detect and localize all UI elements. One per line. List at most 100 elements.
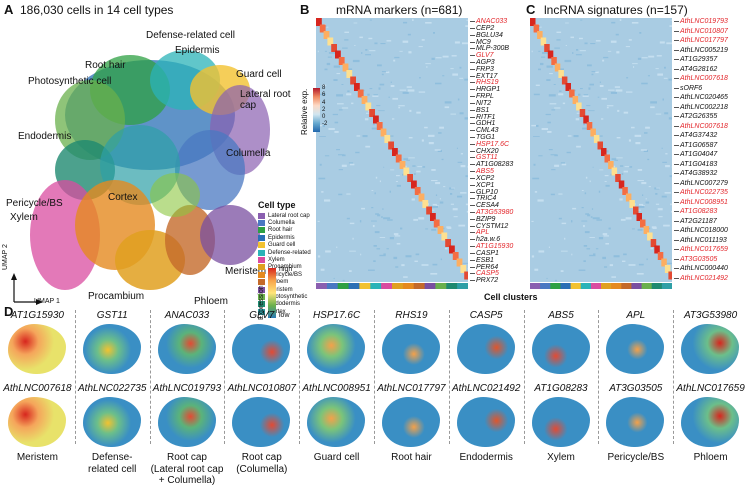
legend-swatch (258, 220, 265, 227)
gene-tick (674, 211, 679, 212)
gene-tick (470, 191, 475, 193)
expression-umap-thumbnail (681, 324, 740, 374)
colorbar-title: Relative exp. (300, 88, 309, 135)
legend-swatch (258, 308, 265, 315)
gene-label: CYSTM12 (476, 222, 509, 230)
gene-tick (470, 96, 475, 97)
gene-label: MC9 (476, 38, 491, 46)
gene-tick (674, 258, 679, 260)
gene-label: CASP5 (476, 270, 499, 278)
legend-swatch (258, 249, 265, 256)
gene-tick (470, 273, 475, 275)
legend-label: Defense-related (268, 249, 311, 256)
gene-label: CHX20 (476, 147, 499, 155)
legend-swatch (258, 271, 265, 278)
relative-exp-colorbar (313, 88, 320, 132)
column-separator (224, 310, 226, 444)
legend-swatch (258, 301, 265, 308)
gene-label: AthLNC007279 (680, 179, 728, 187)
label-root-hair: Root hair (85, 60, 126, 71)
cell-type-caption: Defense- related cell (88, 452, 137, 475)
legend-item: Epidermis (258, 234, 318, 241)
gene-label: AT1G29357 (680, 56, 718, 63)
gene-tick (470, 27, 475, 29)
column-separator (149, 310, 151, 444)
label-columella: Columella (226, 148, 271, 159)
gene-label: AthLNC002218 (680, 103, 728, 111)
axis-umap1: UMAP 1 (34, 298, 60, 305)
expression-umap-thumbnail (382, 397, 440, 447)
gene-label: EXT17 (476, 72, 498, 80)
lncrna-gene-name: AthLNC008951 (302, 383, 371, 394)
gene-label: CEP2 (476, 24, 495, 32)
mrna-gene-name: RHS19 (395, 310, 428, 321)
gene-tick (674, 30, 679, 32)
mrna-gene-labels: ANAC033 CEP2 BGLU34 MC9 MLP-300B GLV7 AGP3 FRP3… (470, 18, 528, 290)
gene-tick (470, 225, 475, 227)
cell-type-caption: Meristem (16, 452, 58, 463)
legend-swatch (258, 212, 265, 219)
gene-tick (674, 106, 679, 108)
cluster-photosynthetic (55, 80, 125, 160)
legend-label: Lateral root cap (268, 212, 310, 219)
expression-colorbar (268, 268, 276, 318)
gene-label: FRPL (476, 93, 494, 100)
panel-c-label: C (526, 2, 536, 17)
gene-tick (674, 239, 679, 241)
gene-label: AthLNC011193 (680, 236, 727, 244)
legend-swatch (258, 257, 265, 264)
gene-label: GST11 (476, 154, 498, 162)
mrna-gene-name: ABS5 (548, 310, 574, 321)
legend-label: Meristem (268, 286, 293, 293)
label-guard-cell: Guard cell (236, 69, 282, 80)
gene-tick (674, 87, 679, 89)
label-pericycle: Pericycle/BS (6, 198, 63, 209)
cell-type-caption: Xylem (547, 452, 575, 463)
colorbar-ticks: 8 6 4 2 0 -2 (322, 85, 328, 128)
gene-tick (470, 266, 475, 268)
gene-tick (470, 123, 475, 125)
gene-label: AthLNC007618 (680, 75, 728, 82)
gene-tick (674, 154, 679, 155)
gene-tick (470, 143, 475, 145)
gene-label: AT1G08283 (476, 161, 514, 169)
gene-tick (674, 21, 679, 22)
gene-tick (470, 109, 475, 111)
axis-umap2: UMAP 2 (2, 244, 9, 270)
gene-label: PER64 (476, 263, 499, 271)
panel-a-title: 186,030 cells in 14 cell types (20, 3, 174, 17)
legend-item: Guard cell (258, 242, 318, 249)
cell-type-caption: Phloem (693, 452, 728, 463)
gene-tick (470, 171, 475, 173)
gene-tick (470, 48, 475, 50)
gene-tick (674, 78, 679, 79)
expression-umap-thumbnail (307, 397, 366, 447)
expression-umap-thumbnail (456, 324, 515, 374)
gene-label: MLP-300B (476, 45, 510, 53)
gene-label: FRP3 (476, 65, 494, 73)
label-endodermis: Endodermis (18, 131, 72, 142)
gene-label: HSP17.6C (476, 140, 510, 148)
mrna-gene-name: HSP17.6C (312, 310, 361, 321)
gene-tick (470, 89, 475, 91)
cell-type-caption: Root cap (Lateral root cap + Columella) (150, 452, 224, 486)
gene-label: AT4G37432 (680, 132, 718, 139)
label-procambium: Procambium (88, 291, 145, 302)
gene-tick (470, 61, 475, 63)
gene-label: AT3G03505 (680, 255, 718, 263)
mrna-gene-name: CASP5 (469, 310, 503, 321)
legend-title: Cell type (258, 200, 296, 210)
gene-label: ABS5 (476, 168, 494, 176)
lncrna-gene-labels: AthLNC019793 AthLNC010807 AthLNC017797 AthL… (674, 18, 748, 290)
column-separator (374, 310, 375, 444)
gene-label: AthLNC022735 (680, 189, 728, 196)
gene-label: AthLNC007618 (680, 122, 728, 130)
panel-b-title: mRNA markers (n=681) (336, 3, 463, 17)
gene-tick (470, 150, 475, 152)
gene-label: NIT2 (476, 99, 492, 107)
gene-label: ESB1 (476, 256, 494, 264)
gene-label: h2a.w.6 (476, 236, 501, 244)
column-separator (523, 310, 525, 444)
gene-tick (470, 252, 475, 254)
gene-tick (674, 68, 679, 70)
